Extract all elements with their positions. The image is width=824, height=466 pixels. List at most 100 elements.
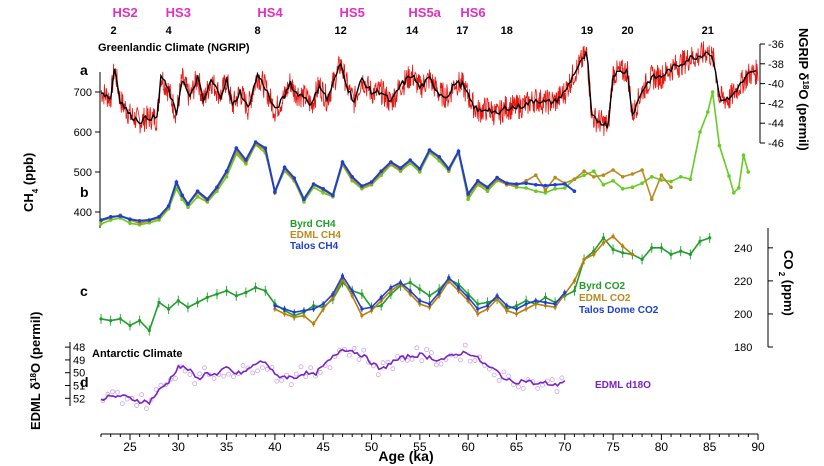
talos-ch4-point bbox=[234, 146, 239, 150]
talos-ch4-point bbox=[340, 160, 345, 164]
x-tick-label: 30 bbox=[172, 440, 186, 454]
edml-d18o-raw-point bbox=[303, 374, 309, 379]
edml-ch4-point bbox=[669, 185, 673, 189]
talos-ch4-point bbox=[311, 182, 316, 186]
byrd-co2-point bbox=[514, 304, 519, 308]
edml-co2-point bbox=[273, 307, 277, 311]
edml-d18o-axis-label: EDML δ18O (permil) bbox=[28, 312, 43, 430]
x-tick-label: 90 bbox=[751, 440, 765, 454]
talos-ch4-point bbox=[244, 158, 248, 162]
edml-d18o-raw-point bbox=[351, 345, 357, 351]
talos-ch4-point bbox=[572, 189, 577, 193]
talos-ch4-point bbox=[466, 192, 470, 196]
talos-co2-point bbox=[360, 307, 364, 311]
byrd-ch4-point bbox=[611, 179, 615, 183]
x-tick-label: 40 bbox=[268, 440, 282, 454]
talos-co2-point bbox=[321, 302, 325, 306]
talos-ch4-point bbox=[447, 167, 451, 171]
edml-d18o-raw-point bbox=[375, 372, 381, 378]
edml-d18o-raw-point bbox=[143, 406, 149, 412]
edml-d18o-raw-point bbox=[197, 371, 203, 377]
talos-ch4-point bbox=[534, 183, 538, 187]
do-event-label: 17 bbox=[456, 25, 468, 37]
byrd-ch4-point bbox=[698, 130, 702, 134]
ch4-series-layer bbox=[99, 90, 751, 227]
talos-co2-point bbox=[389, 285, 393, 290]
edml-d18o-raw-point bbox=[467, 358, 473, 364]
talos-ch4-point bbox=[253, 140, 258, 144]
talos-ch4-point bbox=[485, 185, 490, 189]
edml-co2-point bbox=[601, 241, 606, 245]
ngrip-tick-label: -40 bbox=[768, 79, 784, 91]
talos-co2-point bbox=[437, 290, 441, 295]
legend-edml-ch4: EDML CH4 bbox=[290, 230, 341, 241]
edml-co2-point bbox=[369, 309, 374, 313]
talos-ch4-point bbox=[263, 146, 268, 150]
do-event-label: 4 bbox=[166, 25, 173, 37]
legend-byrd-ch4: Byrd CH4 bbox=[290, 219, 336, 230]
edml-d18o-raw-point bbox=[496, 377, 502, 383]
byrd-co2-point bbox=[196, 300, 200, 304]
edml-co2-point bbox=[476, 312, 480, 316]
ngrip-tick-label: -42 bbox=[768, 98, 784, 110]
byrd-co2-point bbox=[476, 302, 480, 306]
edml-ch4-point bbox=[572, 177, 577, 181]
do-event-label: 8 bbox=[254, 25, 260, 37]
greenland-climate-annotation: Greenlandic Climate (NGRIP) bbox=[98, 42, 250, 54]
byrd-co2-point bbox=[389, 292, 393, 296]
byrd-co2-point bbox=[524, 299, 528, 303]
hs-label: HS3 bbox=[166, 5, 191, 20]
edml-d18o-raw-point bbox=[462, 342, 468, 348]
byrd-ch4-point bbox=[195, 195, 200, 199]
ngrip-right-axis: -36 -38 -40 -42 -44 -46 bbox=[759, 39, 784, 150]
edml-ch4-point bbox=[611, 168, 615, 172]
byrd-co2-point bbox=[215, 292, 219, 296]
edml-d18o-raw-point bbox=[549, 377, 555, 383]
legend-edml-co2: EDML CO2 bbox=[579, 293, 631, 304]
co2-tick-label: 200 bbox=[734, 309, 752, 321]
edml-co2-point bbox=[350, 294, 354, 298]
talos-co2-point bbox=[340, 274, 345, 278]
talos-ch4-point bbox=[195, 189, 200, 193]
ngrip-smoothed-line bbox=[100, 51, 757, 129]
talos-co2-point bbox=[534, 299, 538, 303]
byrd-co2-point bbox=[225, 289, 229, 293]
edml-d18o-raw-point bbox=[100, 398, 106, 404]
byrd-co2-point bbox=[572, 289, 577, 293]
talos-co2-point bbox=[524, 302, 528, 306]
edml-d18o-raw-point bbox=[211, 376, 217, 381]
ngrip-raw-line bbox=[100, 41, 759, 137]
talos-ch4-point bbox=[186, 202, 190, 206]
x-tick-label: 65 bbox=[510, 440, 524, 454]
edml-co2-point bbox=[553, 305, 557, 309]
byrd-co2-point bbox=[408, 280, 412, 285]
byrd-ch4-point bbox=[224, 175, 229, 179]
byrd-co2-point bbox=[601, 236, 606, 240]
byrd-ch4-point bbox=[736, 186, 741, 190]
edml-d18o-raw-point bbox=[139, 392, 145, 398]
ngrip-tick-label: -44 bbox=[768, 118, 784, 130]
hs-label: HS4 bbox=[257, 5, 283, 20]
edml-d18o-raw-point bbox=[259, 365, 265, 371]
byrd-co2-point bbox=[205, 295, 209, 299]
edml-co2-point bbox=[582, 257, 586, 261]
edml-co2-point bbox=[418, 302, 422, 306]
edml-d18o-raw-point bbox=[399, 357, 405, 363]
talos-ch4-point bbox=[360, 184, 364, 188]
talos-co2-point bbox=[283, 307, 287, 311]
byrd-co2-point bbox=[167, 307, 171, 311]
byrd-co2-point bbox=[234, 294, 238, 298]
talos-ch4-point bbox=[524, 181, 528, 185]
edml-co2-point bbox=[360, 314, 364, 318]
talos-co2-point bbox=[514, 307, 519, 311]
ngrip-tick-label: -38 bbox=[768, 59, 784, 71]
byrd-ch4-point bbox=[582, 173, 586, 177]
byrd-ch4-point bbox=[128, 221, 132, 225]
byrd-co2-point bbox=[254, 285, 258, 290]
do-event-label: 20 bbox=[621, 25, 633, 37]
talos-ch4-point bbox=[437, 155, 442, 159]
talos-ch4-line bbox=[100, 140, 575, 222]
edml-d18o-raw-point bbox=[308, 365, 314, 371]
